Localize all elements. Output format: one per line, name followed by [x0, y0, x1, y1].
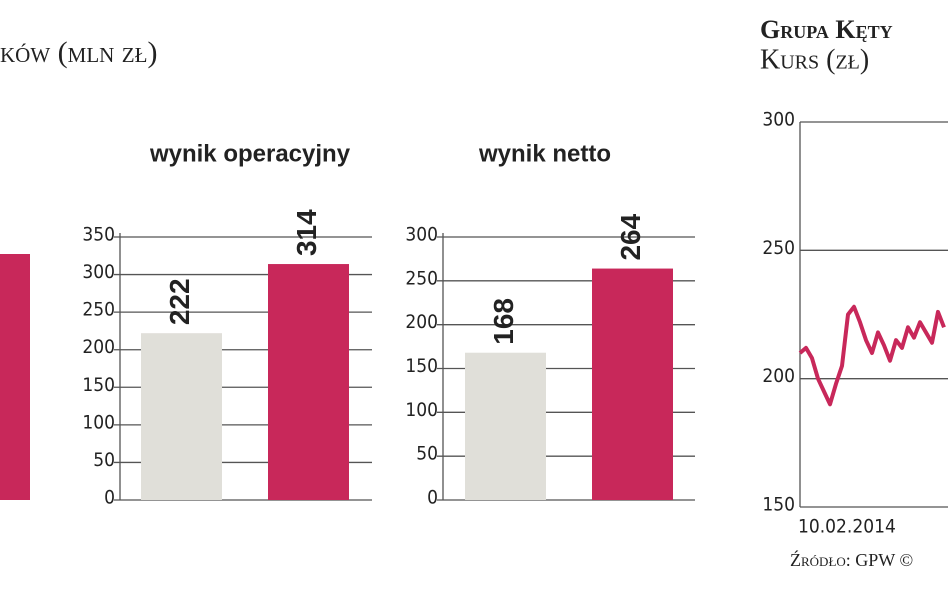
y-tick-label: 300 [82, 261, 115, 283]
bar [465, 352, 546, 500]
chart-title: wynik operacyjny [149, 140, 351, 167]
value-label: 168 [488, 298, 519, 345]
bar [141, 333, 222, 500]
y-tick-label: 350 [82, 224, 115, 246]
y-tick-label: 250 [82, 299, 115, 321]
value-label: 264 [615, 213, 646, 260]
y-tick-label: 200 [82, 336, 115, 358]
value-label: 222 [164, 278, 195, 325]
cropped-bar [0, 254, 30, 500]
y-tick-label: 100 [405, 399, 438, 421]
y-tick-label: 150 [82, 374, 115, 396]
y-tick-label: 150 [405, 355, 438, 377]
y-tick-label: 50 [93, 449, 115, 471]
y-tick-label: 150 [762, 494, 795, 516]
chart-subtitle: Kurs (zł) [760, 44, 869, 75]
bar [268, 264, 349, 500]
y-tick-label: 0 [427, 487, 438, 509]
value-label: 314 [291, 209, 322, 256]
y-tick-label: 0 [104, 487, 115, 509]
line-series [798, 304, 946, 407]
y-tick-label: 50 [416, 443, 438, 465]
y-tick-label: 200 [762, 365, 795, 387]
y-tick-label: 100 [82, 411, 115, 433]
y-tick-label: 300 [405, 224, 438, 246]
chart-title: Grupa Kęty [760, 15, 893, 44]
header-fragment: ków (mln zł) [0, 36, 157, 69]
bar [592, 268, 673, 500]
x-tick-label: 10.02.2014 [798, 516, 896, 538]
chart-title: wynik netto [478, 140, 611, 167]
source: Źródło: GPW © [790, 549, 913, 570]
y-tick-label: 300 [762, 109, 795, 131]
y-tick-label: 200 [405, 311, 438, 333]
y-tick-label: 250 [405, 267, 438, 289]
y-tick-label: 250 [762, 237, 795, 259]
